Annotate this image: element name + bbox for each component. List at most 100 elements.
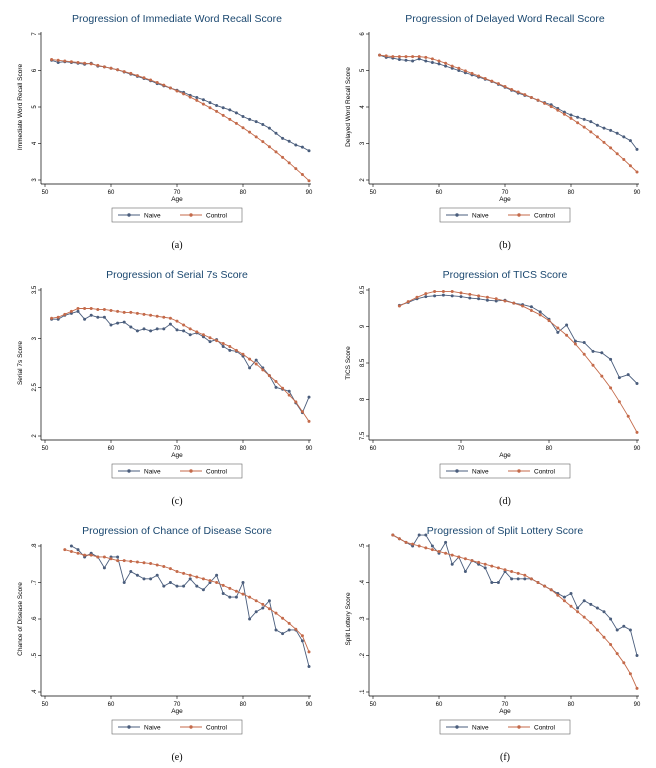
data-point-control	[142, 561, 146, 565]
data-point-control	[635, 170, 639, 174]
x-tick-label: 60	[436, 702, 443, 708]
data-point-naive	[129, 325, 133, 329]
legend-box	[439, 463, 571, 479]
data-point-control	[450, 553, 454, 557]
data-point-control	[241, 352, 245, 356]
data-point-naive	[424, 295, 428, 299]
legend-marker-naive	[455, 725, 459, 729]
panel-caption: (f)	[500, 752, 510, 763]
data-point-control	[274, 150, 278, 154]
data-point-control	[63, 548, 67, 552]
data-point-naive	[307, 395, 311, 399]
data-point-control	[529, 577, 533, 581]
data-point-control	[83, 306, 87, 310]
data-point-control	[444, 61, 448, 65]
data-point-naive	[281, 632, 285, 636]
chart-panel: Progression of Immediate Word Recall Sco…	[17, 13, 313, 251]
data-point-naive	[69, 544, 73, 548]
data-point-control	[523, 573, 527, 577]
data-point-control	[415, 295, 419, 299]
data-point-control	[294, 400, 298, 404]
data-point-naive	[195, 96, 199, 100]
legend-marker-naive	[127, 469, 131, 473]
data-point-control	[175, 319, 179, 323]
data-point-control	[536, 581, 540, 584]
data-point-control	[622, 158, 626, 162]
data-point-control	[576, 121, 580, 125]
data-point-control	[162, 564, 166, 568]
data-point-naive	[463, 570, 467, 574]
data-point-control	[494, 297, 498, 301]
series-line-control	[379, 54, 638, 173]
data-point-naive	[576, 606, 580, 610]
data-point-control	[397, 55, 401, 59]
data-point-control	[149, 562, 153, 566]
data-point-control	[626, 414, 630, 418]
legend-marker-naive	[127, 213, 131, 217]
data-point-control	[591, 363, 595, 367]
data-point-control	[602, 140, 606, 144]
data-point-control	[168, 567, 172, 571]
y-axis-label: Serial 7s Score	[17, 341, 24, 385]
data-point-control	[547, 319, 551, 323]
data-point-control	[63, 312, 67, 316]
data-point-naive	[529, 305, 533, 309]
data-point-control	[615, 152, 619, 156]
legend-box	[111, 463, 243, 479]
data-point-naive	[538, 310, 542, 314]
data-point-control	[529, 96, 533, 100]
data-point-control	[582, 352, 586, 356]
data-point-naive	[635, 147, 639, 151]
data-point-control	[69, 309, 73, 313]
data-point-control	[300, 173, 304, 177]
data-point-control	[56, 58, 60, 62]
data-point-control	[609, 386, 613, 390]
data-point-control	[468, 292, 472, 296]
data-point-control	[609, 146, 613, 150]
series-line-control	[64, 549, 310, 653]
legend: Naive Control	[439, 207, 571, 223]
data-point-control	[76, 551, 80, 555]
data-point-control	[536, 98, 540, 102]
data-point-control	[221, 113, 225, 117]
data-point-naive	[300, 145, 304, 149]
data-point-control	[281, 155, 285, 159]
data-point-naive	[562, 595, 566, 599]
x-tick-label: 50	[370, 702, 377, 708]
chart-panel: Progression of TICS Score 7.5 8 8.5 9 9.5 60 70…	[345, 269, 641, 507]
data-point-control	[411, 542, 415, 546]
data-point-control	[182, 92, 186, 96]
legend-marker-control	[189, 469, 193, 473]
data-point-naive	[433, 294, 437, 298]
series-line-naive	[71, 545, 310, 667]
data-point-naive	[411, 59, 415, 63]
data-point-control	[595, 135, 599, 139]
y-axis-label: Split Lottery Score	[345, 592, 352, 645]
data-point-control	[459, 291, 463, 295]
data-point-naive	[589, 602, 593, 606]
data-point-naive	[444, 64, 448, 68]
y-tick-label: 9.5	[360, 285, 366, 294]
data-point-control	[122, 559, 126, 563]
x-tick-label: 50	[42, 702, 49, 708]
data-point-naive	[142, 327, 146, 331]
data-point-control	[457, 555, 461, 559]
panel-caption: (b)	[499, 240, 511, 251]
data-point-control	[142, 312, 146, 316]
data-point-control	[503, 568, 507, 572]
data-point-naive	[116, 321, 120, 325]
data-point-naive	[129, 570, 133, 574]
data-point-control	[582, 615, 586, 619]
data-point-naive	[162, 584, 166, 588]
x-axis-label: Age	[499, 196, 511, 203]
data-point-control	[628, 672, 632, 676]
legend-label-control: Control	[206, 468, 228, 475]
data-point-control	[122, 70, 126, 74]
data-point-control	[135, 311, 139, 315]
data-point-control	[135, 74, 139, 78]
x-tick-label: 70	[502, 190, 509, 196]
data-point-control	[549, 588, 553, 592]
data-point-naive	[609, 357, 613, 361]
data-point-control	[294, 627, 298, 631]
data-point-naive	[109, 323, 113, 327]
